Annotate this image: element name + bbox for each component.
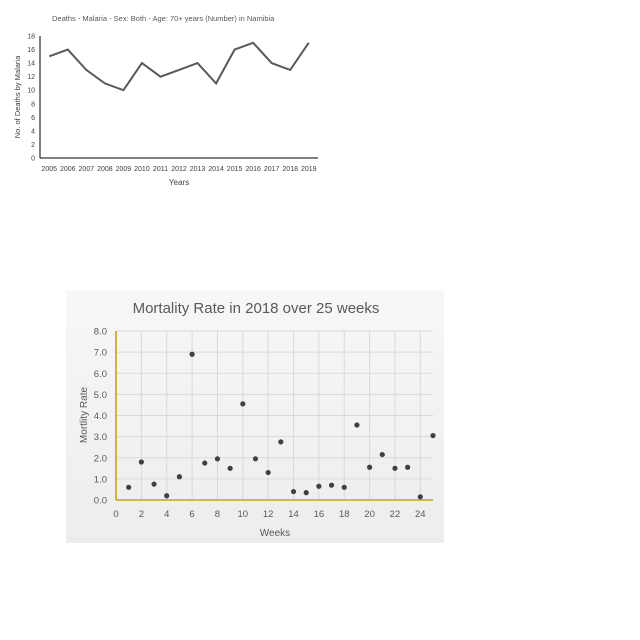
scatter-point bbox=[417, 494, 423, 500]
y-tick-label: 5.0 bbox=[94, 390, 107, 401]
scatter-point bbox=[430, 432, 436, 439]
x-tick-label: 2012 bbox=[171, 166, 187, 173]
x-tick-label: 2008 bbox=[97, 166, 113, 173]
x-tick-label: 2015 bbox=[227, 166, 243, 173]
y-tick-label: 0.0 bbox=[94, 496, 107, 507]
scatter-point bbox=[227, 465, 233, 471]
scatter-point bbox=[189, 351, 195, 357]
scatter-chart: Mortality Rate in 2018 over 25 weeks 0.0… bbox=[66, 290, 444, 543]
x-tick-label: 2007 bbox=[79, 166, 95, 173]
y-tick-label: 0 bbox=[31, 156, 35, 163]
y-tick-label: 14 bbox=[27, 61, 35, 68]
chart-title: Mortality Rate in 2018 over 25 weeks bbox=[133, 300, 380, 317]
scatter-point bbox=[265, 469, 271, 476]
scatter-point bbox=[367, 464, 373, 470]
scatter-point bbox=[240, 401, 246, 407]
y-tick-label: 2 bbox=[31, 142, 35, 149]
x-tick-label: 8 bbox=[215, 509, 220, 520]
scatter-point bbox=[138, 459, 144, 465]
x-tick-label: 2006 bbox=[60, 166, 76, 173]
scatter-point bbox=[316, 483, 322, 489]
y-axis-label: Mortlity Rate bbox=[79, 387, 90, 444]
y-tick-label: 4.0 bbox=[94, 411, 107, 422]
x-tick-label: 22 bbox=[390, 509, 401, 520]
x-tick-label: 2017 bbox=[264, 166, 280, 173]
x-tick-label: 2013 bbox=[190, 166, 206, 173]
line-chart-svg: Deaths - Malaria - Sex: Both - Age: 70+ … bbox=[13, 14, 318, 187]
y-axis-label: No. of Deaths by Malaria bbox=[13, 55, 22, 138]
scatter-point bbox=[341, 484, 347, 490]
y-tick-label: 3.0 bbox=[94, 432, 107, 443]
chart-title: Deaths - Malaria - Sex: Both - Age: 70+ … bbox=[52, 14, 275, 23]
scatter-point bbox=[214, 456, 221, 462]
scatter-point bbox=[176, 474, 182, 480]
x-tick-label: 0 bbox=[113, 509, 118, 520]
scatter-point bbox=[379, 451, 385, 458]
scatter-point bbox=[328, 482, 335, 488]
scatter-point bbox=[392, 465, 398, 471]
x-tick-label: 2005 bbox=[41, 166, 57, 173]
y-tick-label: 18 bbox=[27, 34, 35, 41]
y-tick-label: 1.0 bbox=[94, 474, 107, 485]
x-tick-label: 20 bbox=[364, 509, 375, 520]
x-tick-label: 24 bbox=[415, 509, 426, 520]
y-tick-label: 8.0 bbox=[94, 327, 107, 338]
x-tick-label: 2014 bbox=[208, 166, 224, 173]
y-tick-label: 7.0 bbox=[94, 348, 107, 359]
scatter-point bbox=[202, 460, 208, 466]
y-tick-label: 8 bbox=[31, 101, 35, 108]
x-tick-label: 2011 bbox=[153, 166, 168, 173]
scatter-point bbox=[290, 488, 297, 495]
scatter-point bbox=[126, 484, 132, 490]
line-chart: Deaths - Malaria - Sex: Both - Age: 70+ … bbox=[0, 0, 330, 200]
x-axis-label: Weeks bbox=[260, 528, 290, 539]
scatter-point bbox=[405, 464, 411, 470]
y-tick-label: 6 bbox=[31, 115, 35, 122]
x-tick-label: 18 bbox=[339, 509, 350, 520]
x-tick-label: 14 bbox=[288, 509, 299, 520]
y-tick-label: 12 bbox=[27, 74, 35, 81]
x-tick-label: 10 bbox=[238, 509, 249, 520]
x-tick-label: 2009 bbox=[116, 166, 132, 173]
x-axis-label: Years bbox=[169, 178, 189, 187]
x-tick-label: 6 bbox=[189, 509, 194, 520]
x-tick-label: 12 bbox=[263, 509, 274, 520]
y-tick-label: 10 bbox=[27, 88, 35, 95]
scatter-point bbox=[164, 493, 170, 499]
scatter-point bbox=[278, 439, 284, 445]
x-tick-label: 2018 bbox=[282, 166, 298, 173]
x-tick-label: 2016 bbox=[245, 166, 261, 173]
y-tick-label: 4 bbox=[31, 128, 35, 135]
x-tick-label: 2010 bbox=[134, 166, 150, 173]
scatter-point bbox=[303, 490, 309, 496]
x-tick-label: 2 bbox=[139, 509, 144, 520]
x-tick-label: 4 bbox=[164, 509, 169, 520]
scatter-point bbox=[252, 456, 259, 462]
x-tick-label: 2019 bbox=[301, 166, 317, 173]
scatter-point bbox=[354, 422, 360, 428]
x-tick-label: 16 bbox=[314, 509, 325, 520]
scatter-point bbox=[151, 481, 157, 487]
series-line bbox=[48, 41, 310, 92]
y-tick-label: 6.0 bbox=[94, 369, 107, 380]
y-tick-label: 2.0 bbox=[94, 453, 107, 464]
y-tick-label: 16 bbox=[27, 47, 35, 54]
scatter-chart-svg: Mortality Rate in 2018 over 25 weeks 0.0… bbox=[79, 300, 436, 539]
